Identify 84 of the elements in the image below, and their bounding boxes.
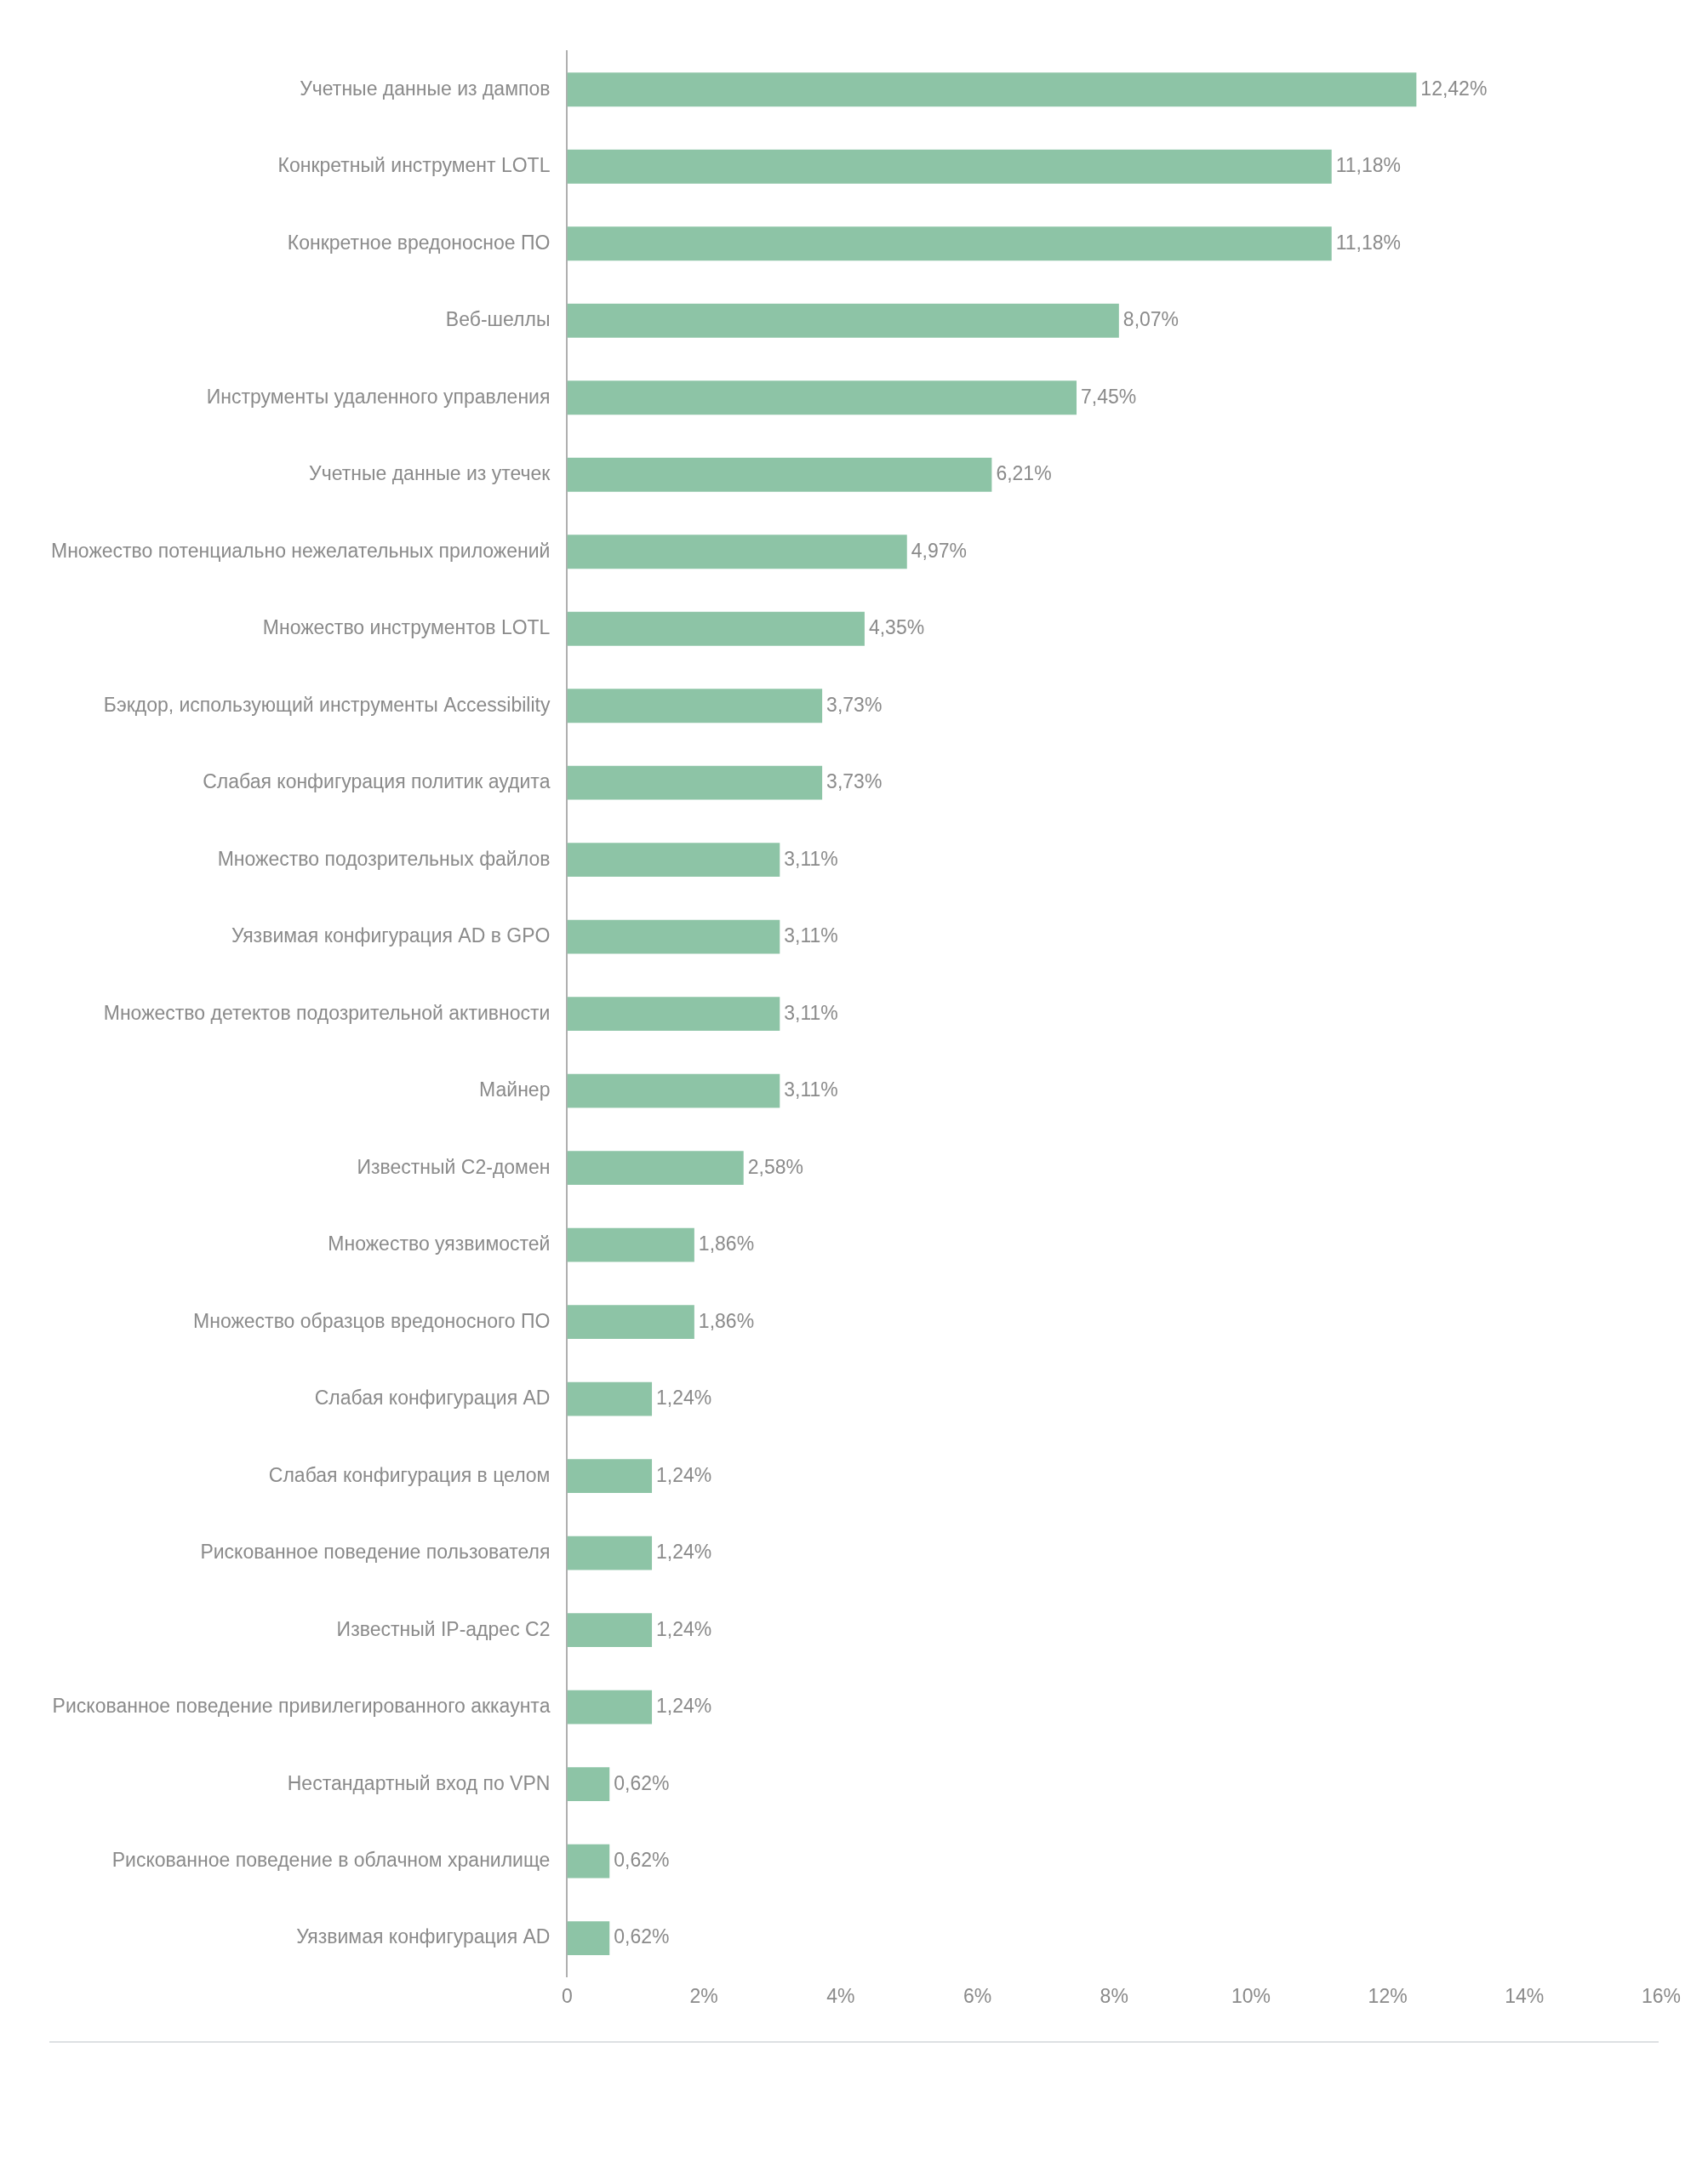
bar — [567, 1305, 694, 1340]
data-label: 0,62% — [614, 1771, 670, 1794]
y-tick-label: Множество инструментов LOTL — [262, 616, 551, 639]
y-tick-label: Слабая конфигурация политик аудита — [203, 770, 551, 793]
y-tick-label: Нестандартный вход по VPN — [287, 1771, 551, 1794]
data-label: 6,21% — [996, 462, 1052, 485]
y-tick-label: Учетные данные из утечек — [309, 462, 551, 485]
data-label: 4,35% — [868, 616, 925, 639]
bar — [567, 1767, 610, 1802]
data-label: 3,11% — [784, 1078, 838, 1101]
x-tick-label: 8% — [1100, 1984, 1128, 2007]
bar — [567, 457, 992, 492]
bar — [567, 1690, 653, 1724]
bar — [567, 72, 1417, 107]
y-tick-label: Рискованное поведение привилегированного аккаунта — [52, 1695, 551, 1718]
bar — [567, 535, 907, 569]
bar — [567, 997, 780, 1032]
y-tick-label: Уязвимая конфигурация AD в GPO — [231, 924, 551, 947]
y-tick-label: Множество уязвимостей — [328, 1232, 551, 1255]
x-tick-label: 16% — [1641, 1984, 1682, 2007]
y-tick-label: Инструменты удаленного управления — [206, 385, 551, 408]
y-tick-label: Веб-шеллы — [445, 308, 551, 331]
data-label: 3,73% — [826, 693, 883, 716]
y-tick-label: Слабая конфигурация AD — [314, 1387, 551, 1410]
data-label: 3,11% — [784, 1001, 838, 1024]
data-label: 2,58% — [747, 1155, 803, 1178]
bar — [567, 843, 780, 878]
x-tick-label: 10% — [1231, 1984, 1271, 2007]
y-tick-label: Конкретный инструмент LOTL — [277, 154, 551, 177]
data-label: 1,86% — [698, 1232, 755, 1255]
y-tick-label: Рискованное поведение в облачном хранилище — [111, 1849, 551, 1871]
data-label: 1,24% — [656, 1541, 712, 1564]
data-label: 11,18% — [1335, 154, 1402, 177]
bar — [567, 1844, 610, 1879]
bar — [567, 611, 865, 646]
y-tick-label: Множество детектов подозрительной активности — [103, 1001, 551, 1024]
x-tick-label: 14% — [1505, 1984, 1545, 2007]
data-label: 1,24% — [656, 1387, 712, 1410]
data-label: 3,73% — [826, 770, 883, 793]
y-tick-label: Учетные данные из дампов — [300, 77, 551, 100]
data-label: 0,62% — [614, 1925, 670, 1948]
x-tick-label: 12% — [1368, 1984, 1408, 2007]
data-label: 8,07% — [1122, 308, 1180, 331]
y-tick-label: Бэкдор, использующий инструменты Accessibility — [103, 693, 551, 716]
data-label: 3,11% — [784, 847, 838, 870]
data-label: 4,97% — [911, 539, 967, 562]
bar — [567, 380, 1077, 415]
y-tick-label: Множество подозрительных файлов — [217, 847, 551, 870]
data-label: 11,18% — [1335, 231, 1402, 254]
bar — [567, 1381, 653, 1416]
y-tick-label: Рискованное поведение пользователя — [200, 1541, 551, 1564]
bar — [567, 1921, 610, 1956]
data-label: 1,24% — [656, 1695, 712, 1718]
data-label: 3,11% — [784, 924, 838, 947]
bar — [567, 303, 1119, 338]
y-tick-label: Конкретное вредоносное ПО — [287, 231, 551, 254]
y-tick-label: Множество потенциально нежелательных приложений — [51, 539, 551, 562]
bar — [567, 765, 823, 800]
y-tick-label: Уязвимая конфигурация AD — [296, 1925, 551, 1948]
data-label: 1,24% — [656, 1463, 712, 1486]
data-label: 0,62% — [614, 1849, 670, 1871]
bar — [567, 919, 780, 954]
bar — [567, 1151, 744, 1186]
data-label: 7,45% — [1081, 385, 1137, 408]
x-tick-label: 6% — [963, 1984, 992, 2007]
data-label: 1,86% — [698, 1309, 755, 1332]
data-label: 1,24% — [656, 1617, 712, 1640]
y-tick-label: Известный IP-адрес C2 — [336, 1617, 551, 1640]
bar — [567, 1536, 653, 1570]
bar — [567, 1459, 653, 1494]
bar — [567, 226, 1332, 261]
y-tick-label: Слабая конфигурация в целом — [268, 1463, 551, 1486]
bar — [567, 1073, 780, 1108]
bar — [567, 149, 1332, 184]
x-tick-label: 2% — [689, 1984, 718, 2007]
y-tick-label: Майнер — [479, 1078, 551, 1101]
data-label: 12,42% — [1420, 77, 1488, 100]
y-tick-label: Множество образцов вредоносного ПО — [193, 1309, 551, 1332]
bar — [567, 1613, 653, 1648]
bar — [567, 689, 823, 723]
x-tick-label: 0 — [562, 1984, 573, 2007]
y-tick-label: Известный C2-домен — [357, 1155, 551, 1178]
x-tick-label: 4% — [826, 1984, 855, 2007]
bar — [567, 1227, 694, 1262]
